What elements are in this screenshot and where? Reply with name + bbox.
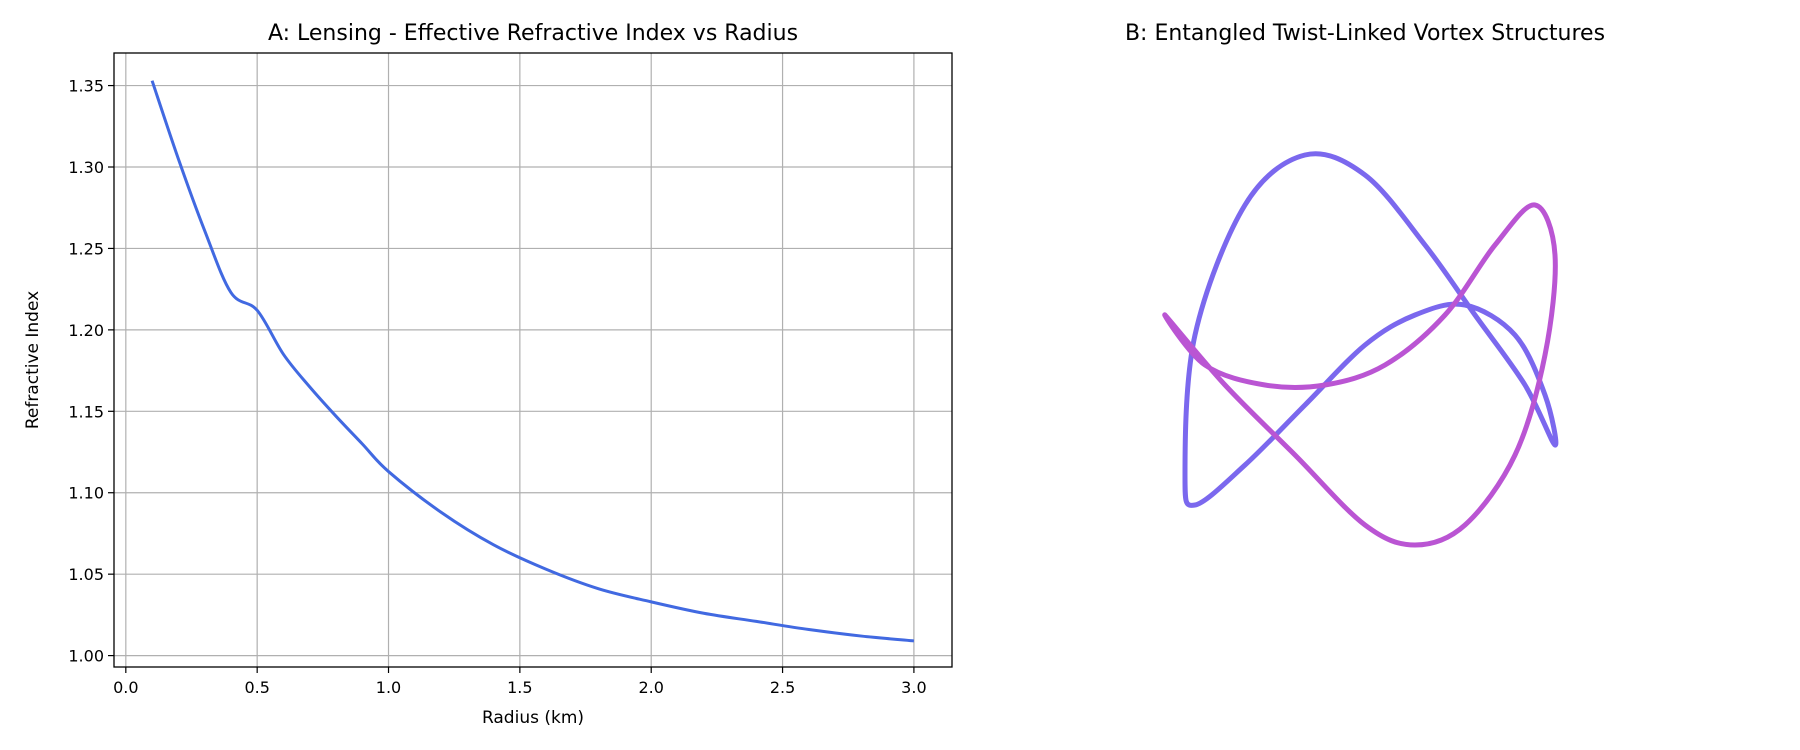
panel-a-x-label: Radius (km) — [482, 708, 584, 728]
panel-a-title: A: Lensing - Effective Refractive Index … — [268, 21, 798, 46]
panel-a: A: Lensing - Effective Refractive Index … — [23, 21, 953, 728]
panel-a-series — [150, 80, 915, 643]
x-tick-label: 2.5 — [770, 678, 795, 697]
panel-b-series — [1162, 151, 1559, 548]
panel-b: B: Entangled Twist-Linked Vortex Structu… — [1125, 21, 1605, 548]
y-tick-label: 1.05 — [68, 565, 104, 584]
y-tick-label: 1.00 — [68, 647, 104, 666]
x-tick-label: 0.0 — [113, 678, 138, 697]
y-tick-label: 1.35 — [68, 77, 104, 96]
panel-b-title: B: Entangled Twist-Linked Vortex Structu… — [1125, 21, 1605, 46]
y-tick-label: 1.10 — [68, 484, 104, 503]
y-tick-label: 1.20 — [68, 321, 104, 340]
x-tick-label: 1.0 — [376, 678, 401, 697]
y-tick-label: 1.30 — [68, 158, 104, 177]
panel-a-y-label: Refractive Index — [23, 291, 43, 429]
vortex-curve — [1162, 202, 1558, 548]
x-tick-label: 1.5 — [507, 678, 532, 697]
y-tick-label: 1.25 — [68, 239, 104, 258]
panel-a-x-ticks: 0.0 0.5 1.0 1.5 2.0 2.5 3.0 — [113, 667, 927, 697]
x-tick-label: 2.0 — [638, 678, 663, 697]
panel-a-y-ticks: 1.00 1.05 1.10 1.15 1.20 1.25 1.30 1.35 — [68, 77, 114, 666]
y-tick-label: 1.15 — [68, 402, 104, 421]
series-line — [150, 80, 915, 643]
panel-a-frame — [113, 52, 953, 668]
x-tick-label: 0.5 — [244, 678, 269, 697]
x-tick-label: 3.0 — [901, 678, 926, 697]
vortex-curve — [1182, 151, 1559, 508]
panel-a-grid — [114, 53, 952, 667]
